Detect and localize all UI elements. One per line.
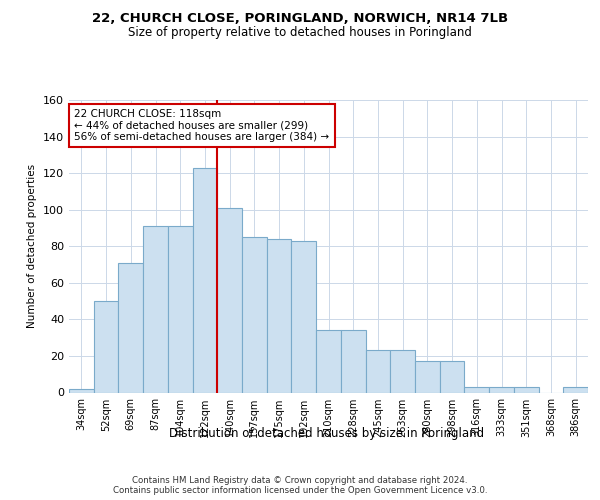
Text: 22 CHURCH CLOSE: 118sqm
← 44% of detached houses are smaller (299)
56% of semi-d: 22 CHURCH CLOSE: 118sqm ← 44% of detache… (74, 109, 329, 142)
Bar (69, 389, 94, 392)
Bar (489, 387, 514, 392)
Bar (341, 330, 365, 392)
Bar (390, 350, 415, 393)
Bar (464, 387, 489, 392)
Bar (365, 350, 390, 393)
Bar (415, 362, 440, 392)
Bar (118, 262, 143, 392)
Bar (316, 330, 341, 392)
Bar (563, 387, 588, 392)
Bar (143, 226, 168, 392)
Bar (267, 239, 292, 392)
Bar (242, 237, 267, 392)
Text: Distribution of detached houses by size in Poringland: Distribution of detached houses by size … (169, 428, 485, 440)
Bar (440, 362, 464, 392)
Text: 22, CHURCH CLOSE, PORINGLAND, NORWICH, NR14 7LB: 22, CHURCH CLOSE, PORINGLAND, NORWICH, N… (92, 12, 508, 26)
Bar (514, 387, 539, 392)
Bar (94, 301, 118, 392)
Bar (217, 208, 242, 392)
Bar (292, 241, 316, 392)
Y-axis label: Number of detached properties: Number of detached properties (28, 164, 37, 328)
Bar (168, 226, 193, 392)
Text: Size of property relative to detached houses in Poringland: Size of property relative to detached ho… (128, 26, 472, 39)
Bar (193, 168, 217, 392)
Text: Contains HM Land Registry data © Crown copyright and database right 2024.
Contai: Contains HM Land Registry data © Crown c… (113, 476, 487, 495)
